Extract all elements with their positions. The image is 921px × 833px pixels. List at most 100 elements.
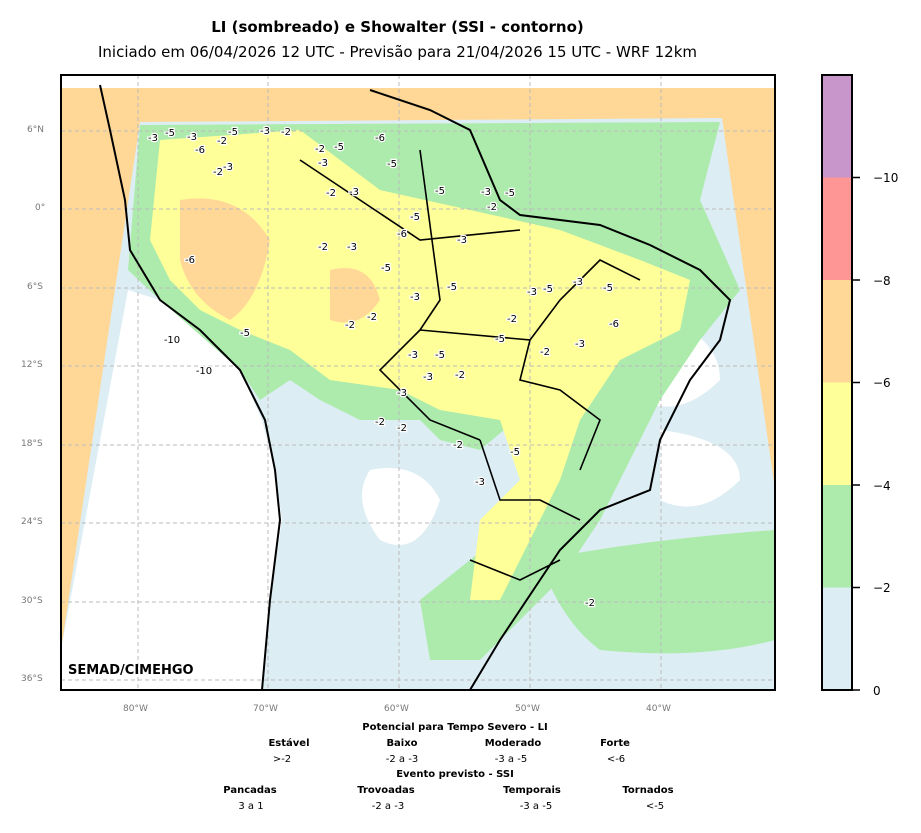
contour-label: -2 [453,440,463,451]
contour-label: -3 [575,339,585,350]
li-shade-strong [330,268,380,323]
contour-label: -5 [165,128,175,139]
colorbar-segment [822,177,852,280]
contour-label: -2 [345,320,355,331]
li-shade-low [540,530,775,654]
colorbar-tick: −4 [873,479,891,493]
contour-label: -10 [196,366,212,377]
contour-label: -6 [609,319,619,330]
contour-label: -2 [507,314,517,325]
colorbar-segment [822,280,852,383]
lon-tick: 70°W [253,704,278,714]
contour-label: -3 [423,372,433,383]
contour-label: -6 [397,229,407,240]
ssi-category: Pancadas [223,785,277,796]
contour-label: -3 [260,126,270,137]
ssi-range: -2 a -3 [371,801,405,812]
contour-label: -5 [240,328,250,339]
li-shade-strong [180,198,270,320]
colorbar-tick: −8 [873,274,891,288]
contour-label: -2 [281,127,291,138]
contour-label: -5 [435,186,445,197]
contour-label: -5 [334,142,344,153]
lat-tick: 36°S [21,674,43,684]
li-range: >-2 [272,754,292,765]
contour-label: -5 [505,188,515,199]
ssi-category: Temporais [503,785,561,796]
map-title: LI (sombreado) e Showalter (SSI - contor… [211,18,584,36]
contour-label: -2 [315,144,325,155]
contour-label: -3 [347,242,357,253]
contour-label: -2 [318,242,328,253]
li-category: Moderado [484,738,542,749]
ssi-legend-title: Evento previsto - SSI [396,769,514,780]
contour-label: -5 [495,334,505,345]
state-borders [299,149,641,581]
gridlines [61,75,775,690]
lat-tick: 12°S [21,360,43,370]
contour-label: -2 [540,347,550,358]
lat-tick: 0° [35,203,46,213]
lon-tick: 50°W [515,704,540,714]
contour-label: -2 [367,312,377,323]
lon-tick: 60°W [384,704,409,714]
unshaded-area [362,468,440,545]
contour-label: -5 [435,350,445,361]
contour-label: -3 [349,187,359,198]
colorbar-tick: −10 [873,171,899,185]
map-subtitle: Iniciado em 06/04/2026 12 UTC - Previsão… [97,43,698,61]
colorbar-segment [822,485,852,588]
li-legend-title: Potencial para Tempo Severo - LI [362,722,548,733]
li-range: <-6 [606,754,626,765]
li-range: -3 a -5 [494,754,528,765]
contour-label: -3 [475,477,485,488]
colorbar-tick: −6 [873,376,891,390]
contour-label: -5 [447,282,457,293]
contour-label: -2 [487,202,497,213]
contour-label: -2 [585,598,595,609]
contour-label: -3 [527,287,537,298]
contour-label: -3 [187,132,197,143]
lon-tick: 80°W [123,704,148,714]
contour-label: -2 [217,136,227,147]
contour-label: -5 [510,447,520,458]
contour-label: -5 [410,212,420,223]
contour-label: -3 [408,350,418,361]
lat-tick: 30°S [21,596,43,606]
contour-label: -10 [164,335,180,346]
colorbar [821,74,860,691]
contour-label: -5 [381,263,391,274]
contour-label: -2 [397,423,407,434]
li-shade-moderate [150,130,690,600]
contour-label: -3 [481,187,491,198]
lat-tick: 6°S [27,282,43,292]
colorbar-tick: 0 [873,684,881,698]
colorbar-segment [822,382,852,485]
ssi-category: Trovoadas [357,785,415,796]
colorbar-tick: −2 [873,581,891,595]
colorbar-segment [822,75,852,178]
unshaded-area [660,430,740,507]
contour-label: -3 [457,235,467,246]
contour-label: -2 [213,167,223,178]
lat-tick: 18°S [21,439,43,449]
ssi-category: Tornados [622,785,674,796]
lat-tick: 6°N [27,125,44,135]
pacific-unshaded [61,290,282,690]
contour-label: -6 [195,145,205,156]
li-category: Baixo [386,738,418,749]
ssi-range: -3 a -5 [519,801,553,812]
contour-label: -2 [326,188,336,199]
map-frame [60,74,776,691]
li-range: -2 a -3 [385,754,419,765]
credit-label: SEMAD/CIMEHGO [68,663,194,678]
contour-label: -2 [455,370,465,381]
contour-label: -3 [148,133,158,144]
contour-labels: -3 -5 -3 -2-6-3-2-5 -3 -2-3-2 -5-6-5-3-2 -5 -3 -5… [147,125,620,611]
lon-tick: 40°W [646,704,671,714]
contour-label: -3 [223,162,233,173]
contour-label: -5 [543,284,553,295]
contour-label: -3 [397,388,407,399]
colorbar-segment [822,587,852,690]
